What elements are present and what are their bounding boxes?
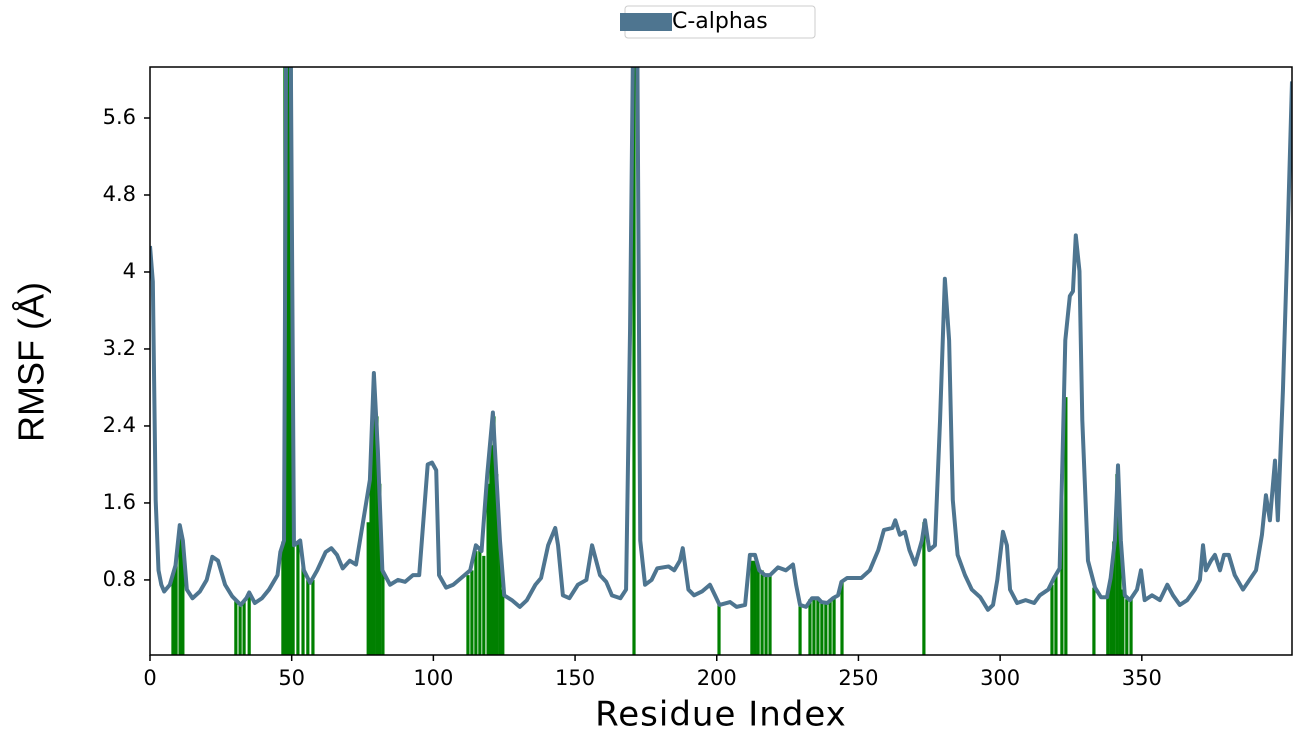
legend-label: C-alphas xyxy=(672,9,768,34)
x-tick-label: 350 xyxy=(1122,666,1162,690)
x-tick-label: 50 xyxy=(278,666,305,690)
x-tick-label: 200 xyxy=(697,666,737,690)
y-tick-label: 2.4 xyxy=(103,413,136,437)
y-tick-label: 1.6 xyxy=(103,490,136,514)
x-tick-label: 0 xyxy=(143,666,156,690)
x-axis-label: Residue Index xyxy=(595,695,847,735)
data-line xyxy=(150,67,1292,612)
x-tick-label: 300 xyxy=(980,666,1020,690)
legend-swatch xyxy=(620,13,672,31)
y-tick-label: 3.2 xyxy=(103,336,136,360)
x-tick-label: 250 xyxy=(838,666,878,690)
y-tick-label: 0.8 xyxy=(103,567,136,591)
plot-area xyxy=(150,67,1292,655)
axes-frame xyxy=(149,66,1293,656)
y-tick-label: 4.8 xyxy=(103,182,136,206)
x-tick-label: 150 xyxy=(555,666,595,690)
legend: C-alphas xyxy=(620,5,816,39)
y-tick-label: 4 xyxy=(123,259,136,283)
x-tick-label: 100 xyxy=(413,666,453,690)
y-tick-label: 5.6 xyxy=(103,105,136,129)
y-axis-label: RMSF (Å) xyxy=(11,282,52,442)
